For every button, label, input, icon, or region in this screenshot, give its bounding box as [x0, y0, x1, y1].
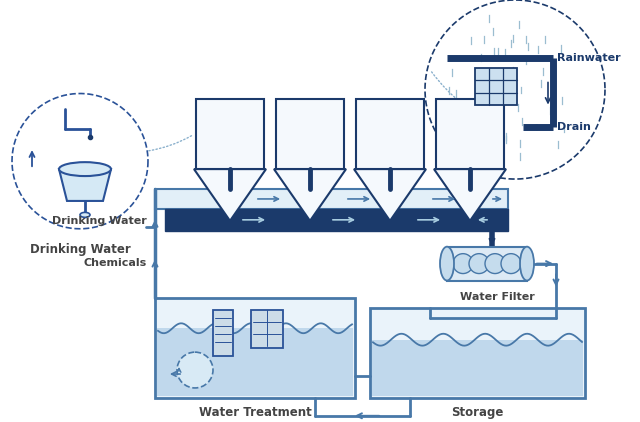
Circle shape: [501, 254, 521, 273]
Polygon shape: [59, 169, 111, 201]
Text: Rainwater: Rainwater: [557, 53, 621, 63]
Ellipse shape: [440, 247, 454, 281]
Polygon shape: [276, 100, 344, 169]
Bar: [213, 310, 233, 356]
Polygon shape: [356, 100, 424, 169]
Polygon shape: [194, 169, 266, 221]
Circle shape: [177, 352, 213, 388]
Text: Drinking Water: Drinking Water: [52, 216, 147, 226]
Text: Water Treatment: Water Treatment: [198, 406, 312, 419]
Polygon shape: [354, 169, 426, 221]
Bar: [475, 68, 517, 106]
Circle shape: [485, 254, 505, 273]
Bar: [370, 308, 585, 398]
Polygon shape: [196, 100, 264, 169]
Bar: [251, 310, 283, 348]
Text: Drinking Water: Drinking Water: [29, 243, 131, 256]
Bar: [155, 189, 508, 209]
Polygon shape: [274, 169, 346, 221]
Bar: [165, 209, 508, 231]
Circle shape: [453, 254, 473, 273]
Text: Water Filter: Water Filter: [460, 292, 534, 303]
Bar: [372, 340, 583, 396]
Bar: [447, 247, 527, 281]
Text: Storage: Storage: [451, 406, 504, 419]
Bar: [157, 328, 353, 396]
Text: Drain: Drain: [557, 122, 591, 133]
Bar: [155, 298, 355, 398]
Ellipse shape: [520, 247, 534, 281]
Circle shape: [469, 254, 489, 273]
Text: Chemicals: Chemicals: [84, 257, 147, 268]
Ellipse shape: [80, 212, 90, 217]
Ellipse shape: [59, 162, 111, 176]
Polygon shape: [434, 169, 506, 221]
Polygon shape: [436, 100, 504, 169]
